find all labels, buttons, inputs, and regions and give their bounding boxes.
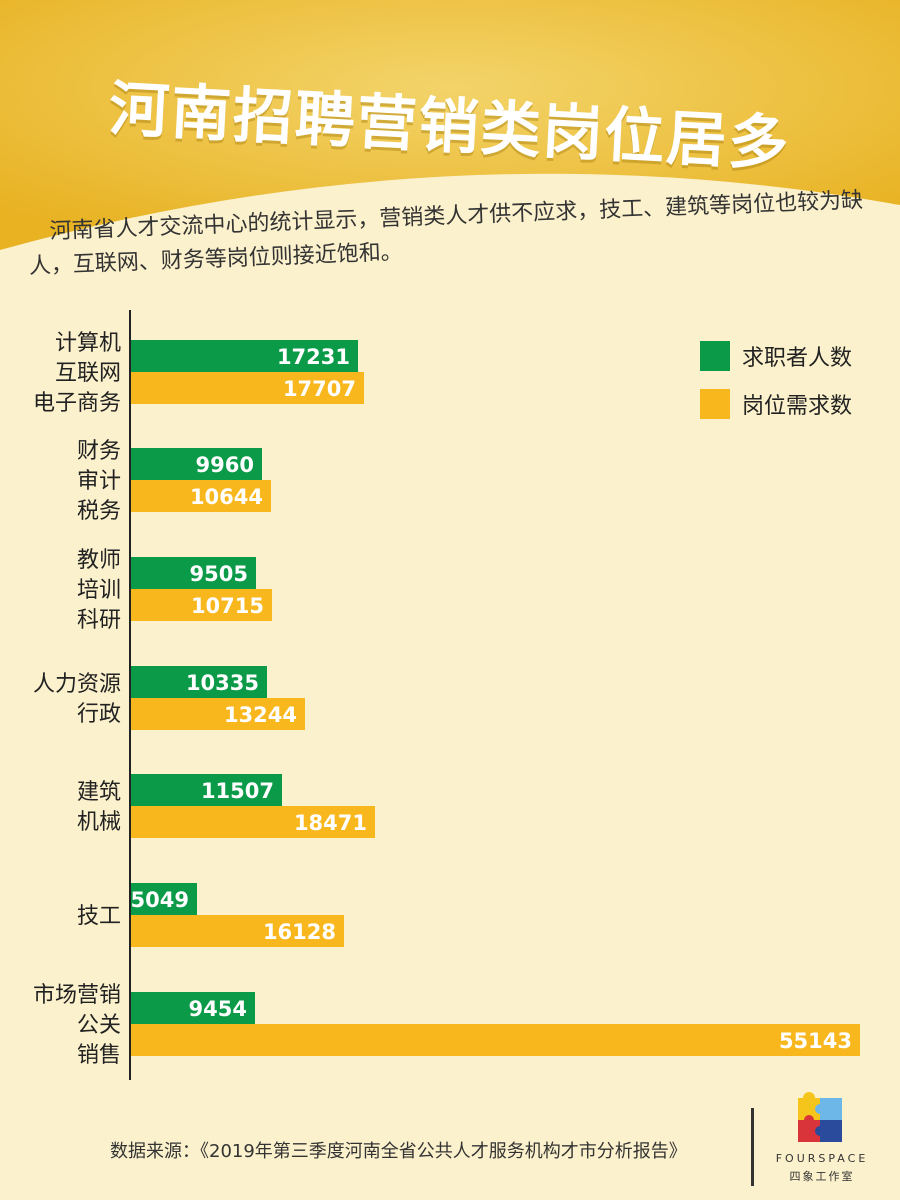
category-label: 技工: [77, 904, 121, 929]
category-label: 财务: [77, 439, 121, 464]
header-background: [0, 0, 900, 250]
legend-label-job-demand: 岗位需求数: [742, 394, 853, 419]
category-label: 税务: [77, 499, 121, 524]
bar-job-demand: [130, 915, 344, 947]
category-label: 科研: [77, 608, 121, 633]
data-label-job-seekers: 10335: [186, 671, 259, 695]
legend: 求职者人数 岗位需求数: [700, 340, 852, 436]
data-label-job-demand: 10715: [191, 594, 264, 618]
category-label: 互联网: [55, 361, 121, 386]
legend-swatch-yellow: [700, 389, 730, 419]
data-label-job-demand: 55143: [779, 1029, 852, 1053]
data-label-job-seekers: 9960: [196, 453, 254, 477]
category-label: 人力资源: [33, 672, 121, 697]
category-label: 行政: [77, 702, 121, 727]
bar-job-demand: [130, 698, 305, 730]
bar-job-seekers: [130, 448, 262, 480]
data-label-job-seekers: 5049: [131, 888, 189, 912]
data-label-job-demand: 16128: [263, 920, 336, 944]
bar-job-seekers: [130, 666, 267, 698]
bar-job-seekers: [130, 883, 197, 915]
data-label-job-demand: 18471: [294, 811, 367, 835]
data-label-job-seekers: 9454: [189, 997, 247, 1021]
data-label-job-seekers: 11507: [201, 779, 274, 803]
bar-job-seekers: [130, 557, 256, 589]
category-label: 市场营销: [33, 983, 121, 1008]
logo-text: FOURSPACE: [775, 1152, 869, 1165]
category-label: 审计: [77, 469, 121, 494]
divider: [751, 1108, 754, 1186]
bar-job-seekers: [130, 992, 255, 1024]
bar-job-seekers: [130, 774, 282, 806]
legend-swatch-green: [700, 341, 730, 371]
logo-subtitle: 四象工作室: [789, 1170, 855, 1183]
category-label: 建筑: [77, 780, 121, 805]
data-label-job-demand: 17707: [283, 377, 356, 401]
category-label: 电子商务: [33, 391, 121, 416]
category-label: 公关: [77, 1013, 121, 1038]
category-label: 机械: [77, 810, 121, 835]
puzzle-logo-icon: [798, 1092, 842, 1142]
bar-job-demand: [130, 372, 364, 404]
bar-job-demand: [130, 480, 271, 512]
legend-label-job-seekers: 求职者人数: [742, 346, 853, 371]
legend-item-job-seekers: 求职者人数: [700, 340, 852, 372]
category-label: 培训: [77, 578, 121, 603]
category-label: 计算机: [55, 331, 121, 356]
bar-job-demand: [130, 1024, 860, 1056]
bar-job-seekers: [130, 340, 358, 372]
legend-item-job-demand: 岗位需求数: [700, 388, 852, 420]
data-label-job-seekers: 9505: [190, 562, 248, 586]
category-label: 教师: [77, 548, 121, 573]
data-source-note: 数据来源：《2019年第三季度河南全省公共人才服务机构才市分析报告》: [110, 1141, 687, 1162]
data-label-job-demand: 10644: [190, 485, 263, 509]
category-label: 销售: [77, 1043, 121, 1068]
bar-job-demand: [130, 589, 272, 621]
bar-job-demand: [130, 806, 375, 838]
data-label-job-demand: 13244: [224, 703, 297, 727]
data-label-job-seekers: 17231: [277, 345, 350, 369]
